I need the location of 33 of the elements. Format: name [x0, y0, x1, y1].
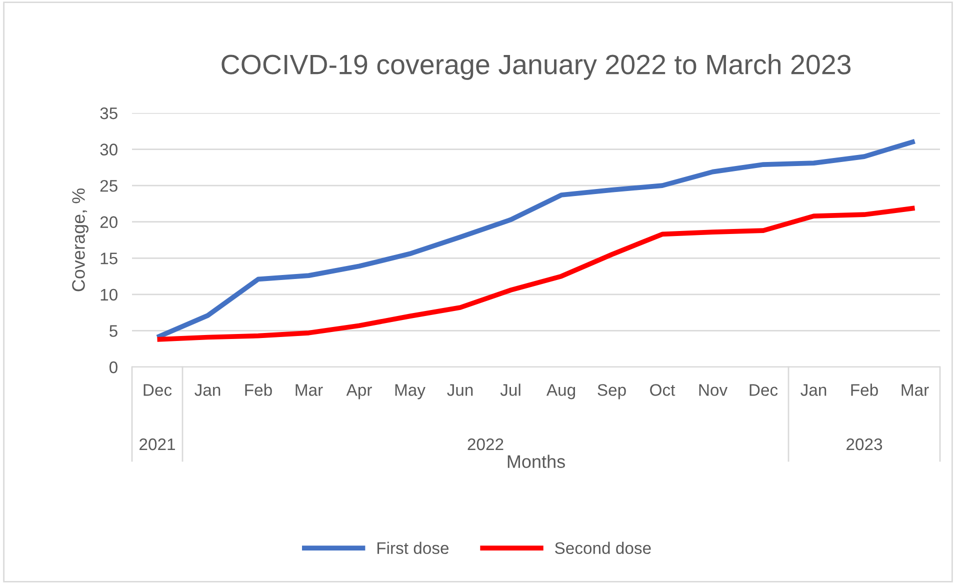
x-tick-label: Feb	[245, 384, 272, 396]
x-tick-label: Sep	[598, 384, 626, 400]
text: 2021	[140, 438, 175, 450]
x-tick-label: Mar	[902, 384, 929, 396]
y-tick-label: 25	[100, 180, 118, 192]
legend-label: First dose	[377, 542, 449, 554]
y-tick-label: 30	[100, 144, 118, 156]
y-tick-label: 35	[100, 107, 118, 120]
x-tick-label: Feb	[851, 384, 878, 396]
x-tick-label: Jan	[194, 384, 220, 396]
x-tick-label: Oct	[650, 384, 676, 396]
x-tick-label: Jun	[447, 384, 473, 396]
line-series	[154, 138, 918, 340]
x-axis-title: Months	[508, 454, 565, 468]
legend-label: Second dose	[555, 542, 651, 554]
y-tick-label: 10	[100, 288, 118, 301]
y-tick-label: 15	[100, 252, 118, 264]
x-tick-label: Apr	[346, 384, 372, 400]
x-tick-label: Jul	[500, 384, 520, 396]
x-tick-label: Dec	[144, 384, 172, 396]
x-tick-label: Mar	[296, 384, 323, 396]
y-tick-label: 0	[109, 361, 118, 374]
x-tick-label: Dec	[750, 384, 778, 396]
x-tick-label: Aug	[546, 384, 576, 400]
x-tick-label: Nov	[699, 384, 728, 396]
y-tick-label: 20	[100, 216, 118, 228]
chart-title: COCIVD-19 coverage January 2022 to March 2023	[222, 54, 851, 80]
y-tick-label: 5	[110, 325, 118, 337]
text: 2022	[468, 438, 504, 450]
x-tick-label: May	[395, 384, 426, 400]
text: 2023	[846, 438, 882, 450]
y-axis-title: Coverage, %	[72, 188, 88, 292]
x-tick-label: Jan	[800, 384, 826, 396]
